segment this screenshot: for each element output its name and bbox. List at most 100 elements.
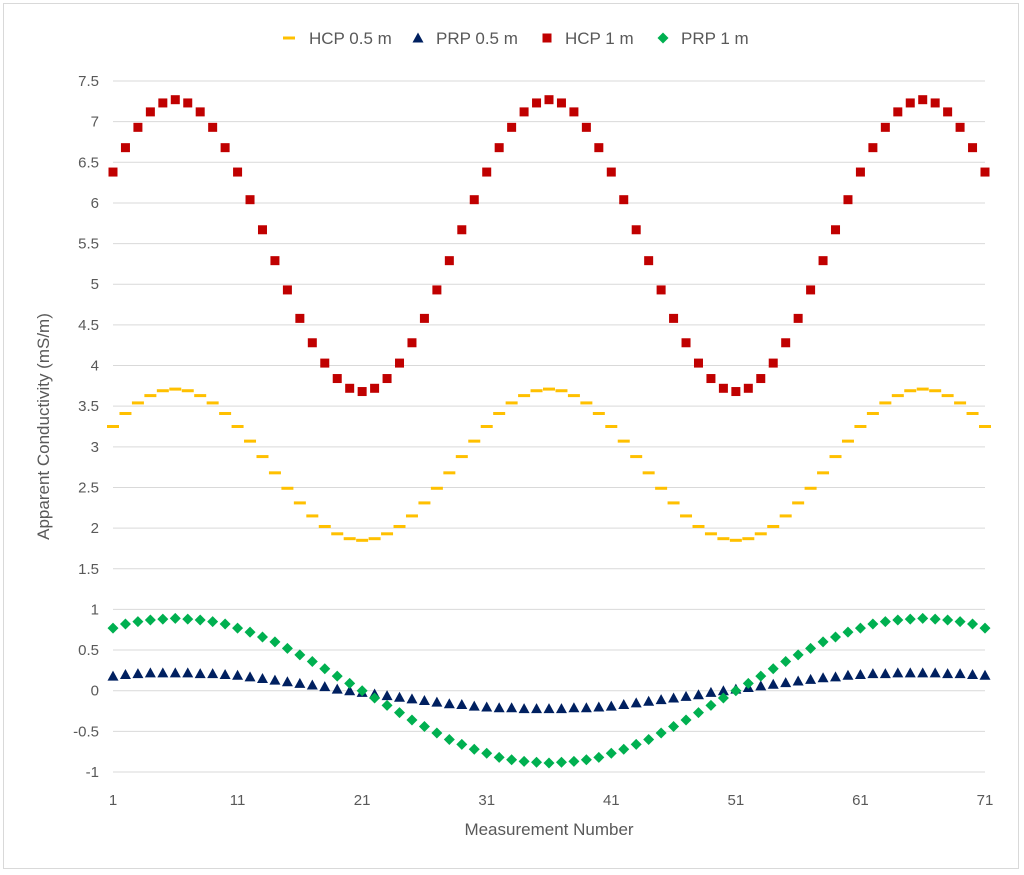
data-point — [156, 389, 169, 393]
data-point — [132, 616, 144, 628]
data-point — [231, 425, 244, 428]
data-point — [618, 699, 630, 710]
data-point — [630, 738, 642, 750]
data-point — [481, 747, 493, 759]
data-point — [381, 699, 393, 711]
legend-label: HCP 1 m — [565, 29, 634, 48]
data-point — [780, 655, 792, 667]
data-point — [755, 680, 767, 691]
data-point — [804, 486, 817, 490]
y-tick-label: -0.5 — [73, 723, 99, 740]
data-point — [531, 756, 543, 768]
data-point — [182, 667, 194, 678]
data-point — [331, 670, 343, 682]
data-point — [979, 669, 991, 680]
data-point — [194, 394, 207, 398]
data-point — [929, 613, 941, 625]
data-point — [717, 537, 730, 541]
data-point — [406, 693, 418, 704]
data-point — [331, 532, 344, 536]
data-point — [493, 702, 505, 713]
data-point — [904, 667, 916, 678]
data-point — [655, 486, 668, 490]
data-point — [842, 669, 854, 680]
data-point — [543, 757, 555, 769]
data-point — [157, 613, 169, 625]
data-point — [144, 394, 157, 398]
data-point — [518, 755, 530, 767]
x-tick-label: 61 — [852, 792, 869, 809]
data-point — [207, 616, 219, 628]
data-point — [680, 514, 693, 518]
data-point — [431, 696, 443, 707]
data-point — [818, 256, 828, 266]
data-point — [518, 394, 531, 398]
data-point — [617, 439, 630, 443]
data-point — [930, 98, 940, 108]
y-tick-label: 6 — [91, 195, 99, 212]
data-point — [580, 754, 592, 766]
data-point — [917, 667, 929, 678]
data-point — [916, 387, 929, 391]
data-point — [669, 313, 679, 323]
data-point — [718, 383, 728, 393]
data-point — [929, 667, 941, 678]
data-point — [131, 401, 144, 405]
data-point — [692, 524, 705, 528]
data-point — [781, 338, 791, 348]
data-point — [893, 107, 903, 117]
data-point — [481, 701, 493, 712]
y-tick-label: 2.5 — [78, 479, 99, 496]
data-point — [668, 692, 680, 703]
data-point — [119, 411, 132, 415]
data-point — [742, 537, 755, 541]
data-point — [419, 313, 429, 323]
legend-marker — [657, 32, 669, 44]
data-point — [730, 685, 742, 697]
data-point — [943, 107, 953, 117]
data-point — [955, 122, 965, 132]
data-point — [879, 401, 892, 405]
data-point — [954, 616, 966, 628]
data-point — [830, 671, 842, 682]
x-tick-label: 11 — [230, 792, 246, 809]
data-point — [381, 690, 393, 701]
data-point — [867, 668, 879, 679]
y-tick-label: 1 — [91, 601, 99, 618]
y-tick-label: 7.5 — [78, 73, 99, 90]
data-point — [394, 691, 406, 702]
data-point — [506, 754, 518, 766]
data-point — [918, 95, 928, 105]
data-point — [867, 618, 879, 630]
series-square — [108, 95, 990, 397]
data-point — [817, 636, 829, 648]
x-tick-label: 1 — [109, 792, 117, 809]
data-point — [643, 695, 655, 706]
data-point — [220, 143, 230, 153]
data-point — [841, 439, 854, 443]
data-point — [793, 313, 803, 323]
data-point — [518, 703, 530, 714]
x-tick-label: 21 — [354, 792, 371, 809]
data-point — [531, 703, 543, 714]
data-point — [133, 122, 143, 132]
data-point — [805, 673, 817, 684]
data-point — [680, 690, 692, 701]
data-point — [393, 524, 406, 528]
data-point — [693, 358, 703, 368]
data-point — [431, 727, 443, 739]
data-point — [655, 694, 667, 705]
data-point — [119, 668, 131, 679]
data-point — [219, 411, 232, 415]
data-point — [705, 686, 717, 697]
data-point — [942, 614, 954, 626]
data-point — [443, 698, 455, 709]
data-point — [370, 383, 380, 393]
data-point — [891, 394, 904, 398]
data-point — [868, 143, 878, 153]
data-point — [568, 755, 580, 767]
data-point — [343, 537, 356, 541]
data-point — [244, 671, 256, 682]
data-point — [493, 411, 506, 415]
x-tick-label: 71 — [977, 792, 994, 809]
